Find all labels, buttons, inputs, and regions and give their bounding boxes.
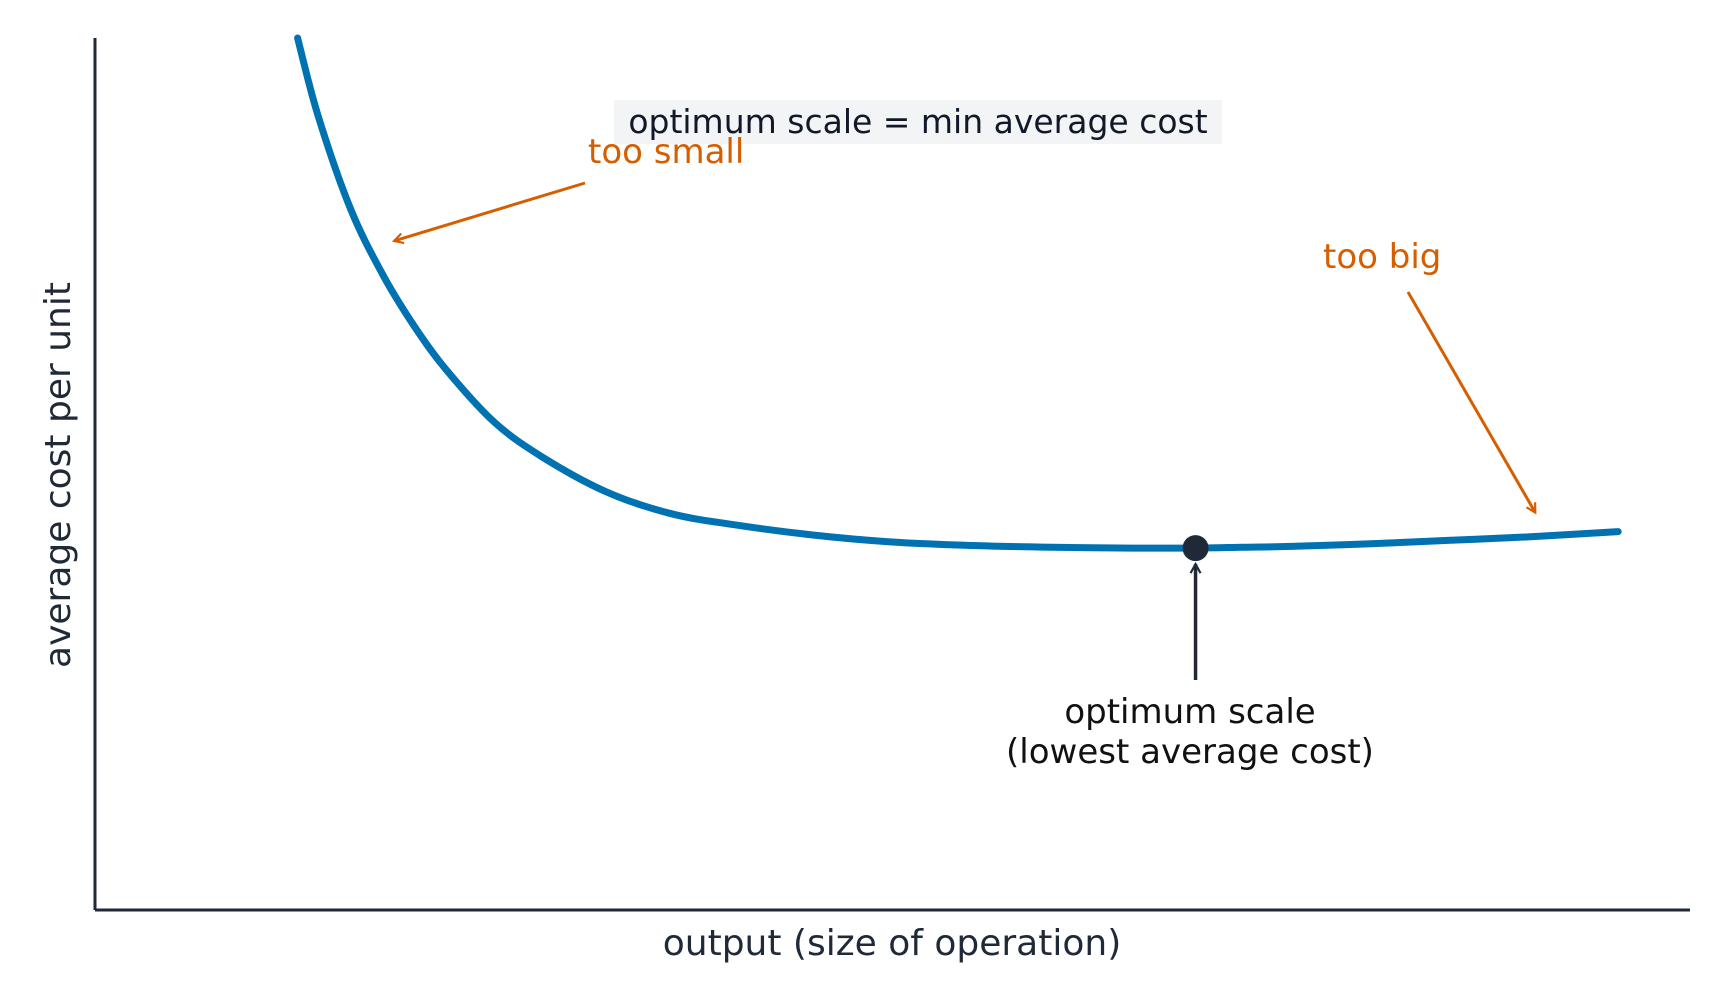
too-big-label: too big xyxy=(1323,237,1441,277)
x-axis-label: output (size of operation) xyxy=(663,923,1122,964)
optimum-label-line2: (lowest average cost) xyxy=(1006,732,1374,772)
average-cost-curve xyxy=(294,34,1622,552)
optimum-point xyxy=(1182,535,1209,562)
y-axis-label: average cost per unit xyxy=(38,282,79,668)
too-small-label: too small xyxy=(588,132,744,172)
chart-title: optimum scale = min average cost xyxy=(628,102,1207,141)
too-big-arrow xyxy=(1406,291,1537,513)
title-background xyxy=(614,100,1222,144)
optimum-label-line1: optimum scale xyxy=(1064,692,1315,732)
too-small-arrow xyxy=(394,181,586,241)
